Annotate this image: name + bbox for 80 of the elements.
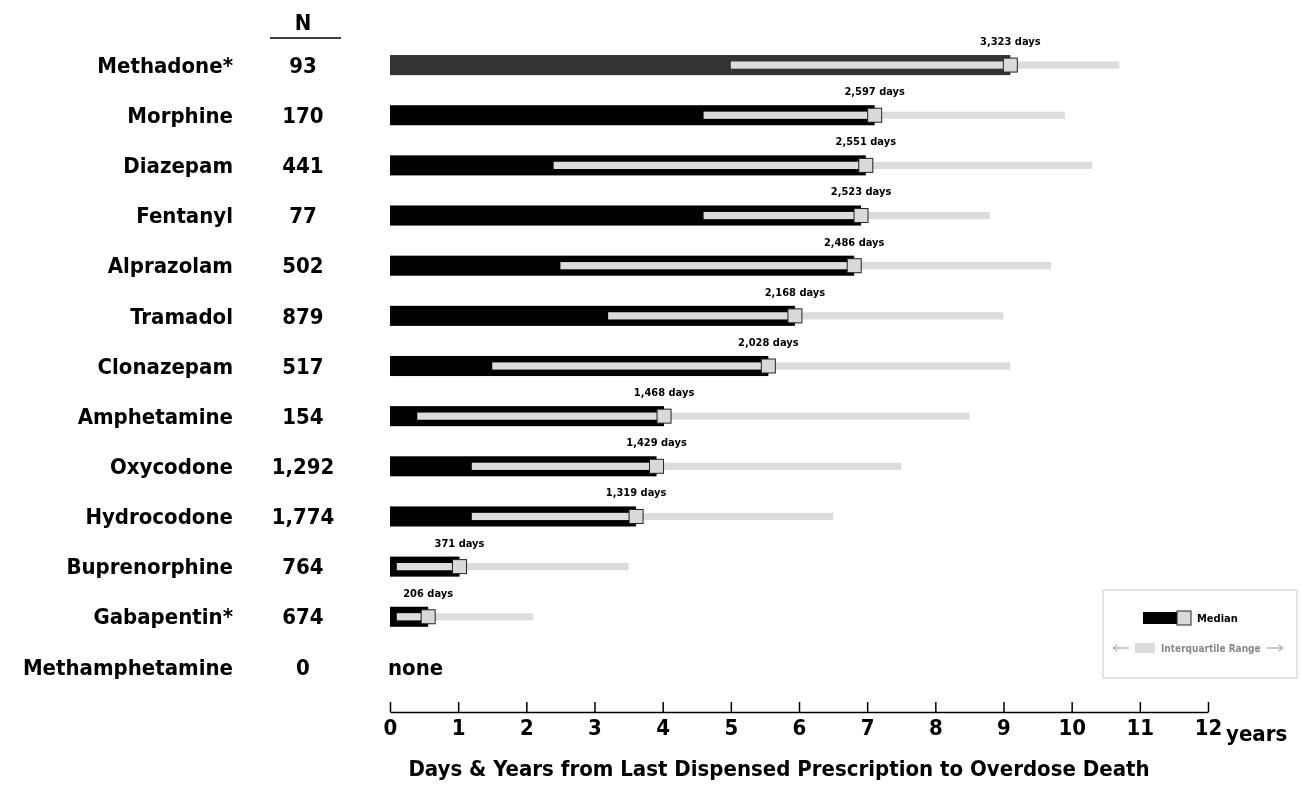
bar [492,362,1011,370]
x-tick-label: 6 [792,714,807,740]
annotation: 1,429 days [626,436,687,450]
annotation: 2,523 days [830,185,892,199]
y-tick-label: Morphine [127,102,233,128]
annotation: 3,323 days [980,35,1041,49]
point [787,308,803,324]
x-tick-label: 5 [724,714,739,740]
annotation: 2,597 days [844,85,906,99]
text: 1,774 [271,504,335,530]
bar [703,111,1065,119]
bar [471,462,902,470]
y-tick-label: Clonazepam [97,353,233,379]
annotation: 1,468 days [633,386,695,400]
bar [417,412,970,420]
point [846,258,862,274]
x-tick-label: 7 [860,714,875,740]
x-tick-label: 8 [928,714,943,740]
text: 674 [282,604,324,630]
point [867,107,883,123]
point [1002,57,1018,73]
text: 879 [282,303,324,329]
x-tick-label: 11 [1126,714,1155,740]
text: 517 [282,353,324,379]
annotation: 2,168 days [764,285,826,299]
bar [396,563,629,571]
text: 0 [296,654,310,680]
legend-label: Interquartile Range [1161,642,1261,654]
point [649,458,665,474]
point [628,508,644,524]
annotation: none [388,654,444,680]
y-tick-label: Methamphetamine [22,654,233,680]
point [853,208,869,224]
point [420,609,436,625]
y-tick-label: Diazepam [123,153,233,179]
bar [703,211,990,220]
x-tick-label: 12 [1194,714,1223,740]
x-tick-label: 1 [451,714,466,740]
point [656,408,672,424]
text: N [294,10,312,35]
bar [560,262,1052,270]
text: 93 [289,52,317,78]
legend-label: Median [1197,611,1238,625]
text: 764 [282,554,324,580]
text: 441 [282,153,324,179]
annotation: 371 days [434,536,485,550]
text: years [1226,721,1288,746]
y-tick-label: Hydrocodone [85,504,233,530]
x-tick-label: 3 [588,714,602,740]
text: 170 [282,102,324,128]
y-tick-label: Methadone* [97,52,233,78]
y-tick-label: Fentanyl [136,203,233,229]
x-axis-title: Days & Years from Last Dispensed Prescription to Overdose Death [408,756,1150,781]
y-tick-label: Alprazolam [107,253,233,279]
point [858,157,874,173]
text: 502 [282,253,324,279]
annotation: 2,028 days [738,335,799,349]
text: 77 [289,203,317,229]
annotation: 1,319 days [605,486,667,500]
y-tick-label: Amphetamine [77,403,233,429]
bar [608,312,1004,320]
bar [471,512,834,521]
x-tick-label: 2 [519,714,534,740]
y-tick-label: Gabapentin* [93,604,233,630]
y-tick-label: Oxycodone [109,454,233,480]
point [760,358,776,374]
annotation: 206 days [403,586,454,600]
x-tick-label: 4 [656,714,671,740]
text: 154 [282,403,324,429]
bar [553,161,1093,169]
point [452,559,468,575]
annotation: 2,551 days [835,135,897,149]
bar [730,61,1120,69]
y-tick-label: Tramadol [130,303,233,329]
text: 1,292 [271,454,335,480]
annotation: 2,486 days [823,235,885,249]
x-tick-label: 9 [997,714,1011,740]
x-tick-label: 0 [383,714,398,740]
x-tick-label: 10 [1058,714,1086,740]
y-tick-label: Buprenorphine [66,554,233,580]
